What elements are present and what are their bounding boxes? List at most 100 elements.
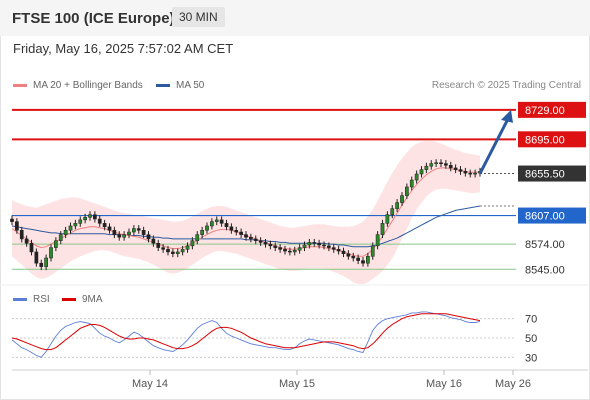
candle-body [463,171,468,174]
candle-body [146,234,151,240]
candle-body [49,247,53,259]
legend-ma9: 9MA [62,294,103,305]
candle-body [439,162,443,164]
bollinger-band [12,141,480,284]
candle-body [239,231,243,235]
ma50-swatch [156,84,170,87]
forecast-arrow-shaft [478,118,510,175]
candle-body [268,243,273,247]
candle-body [292,249,297,253]
candle-body [258,240,263,243]
candle-body [214,219,219,222]
candle-body [88,214,92,218]
candle-body [68,225,73,231]
ma20-label: MA 20 + Bollinger Bands [33,80,143,91]
candle-body [302,244,307,248]
candle-body [127,231,131,235]
candle-body [375,234,380,247]
candle-body [356,257,360,261]
candle-body [83,217,87,221]
candle-body [195,234,200,241]
candle-body [444,163,448,166]
candle-body [429,163,434,167]
candle-body [390,208,395,215]
candle-body [224,223,229,228]
legend-ma20: MA 20 + Bollinger Bands [13,80,143,91]
ma20-swatch [13,84,27,87]
candle-body [395,202,399,209]
candle-body [44,257,48,267]
level-label-8729.00: 8729.00 [525,105,565,117]
candle-body [205,225,209,231]
candle-body [244,234,248,238]
x-label-May-26: May 26 [495,378,531,390]
candle-body [473,172,477,175]
candle-body [63,230,68,235]
candle-body [434,162,438,164]
candle-body [336,249,341,252]
candle-body [380,223,385,235]
candle-body [102,223,107,228]
candle-body [171,251,175,254]
rsi-ma9-line [11,313,481,351]
candle-body [361,260,365,264]
candle-body [24,238,29,244]
candle-body [448,165,453,169]
legend-rsi: RSI [13,294,50,305]
level-label-8695.00: 8695.00 [525,134,565,146]
ma50-label: MA 50 [176,80,205,91]
candle-body [15,221,19,231]
candle-body [366,256,370,264]
level-label-8574.00: 8574.00 [525,239,565,251]
level-label-8655.50: 8655.50 [525,169,565,181]
candle-body [180,249,185,253]
candle-body [73,223,78,227]
candle-body [29,243,34,253]
candle-body [151,238,156,244]
timestamp: Friday, May 16, 2025 7:57:02 AM CET [13,41,234,56]
candle-body [78,219,83,224]
interval-badge[interactable]: 30 MIN [172,7,225,27]
rsi-swatch [13,298,27,301]
level-tag-8655.50 [518,165,586,182]
candle-body [341,250,346,254]
x-label-May-16: May 16 [426,378,462,390]
candle-body [322,244,326,247]
candle-body [112,230,117,235]
candle-body [278,247,282,250]
level-tag-8729.00 [518,101,586,118]
candle-body [132,228,136,233]
candle-body [210,221,214,227]
candle-body [161,247,165,250]
candle-body [385,214,390,224]
candle-body [458,169,463,172]
candle-body [200,230,204,235]
candle-body [414,173,419,181]
candle-body [234,230,239,233]
candle-body [156,243,161,248]
candle-body [141,230,146,235]
candle-body [54,240,58,248]
candle-body [97,218,102,224]
candle-body [107,226,112,231]
candle-body [419,169,424,175]
candle-body [346,253,351,257]
candle-body [273,245,278,248]
level-label-8545.00: 8545.00 [525,264,565,276]
candle-body [34,251,39,264]
candle-body [219,219,224,224]
candle-body [297,247,302,251]
level-label-8607.00: 8607.00 [525,211,565,223]
candle-body [400,195,404,203]
rsi-tick-30: 30 [525,352,537,364]
candle-body [331,247,336,250]
copyright: Research © 2025 Trading Central [431,80,581,91]
candle-body [405,186,409,196]
candle-body [229,226,234,231]
candle-body [93,214,97,220]
x-label-May-14: May 14 [132,378,168,390]
ma9-label: 9MA [82,294,103,305]
instrument-title: FTSE 100 (ICE Europe) [12,10,175,27]
